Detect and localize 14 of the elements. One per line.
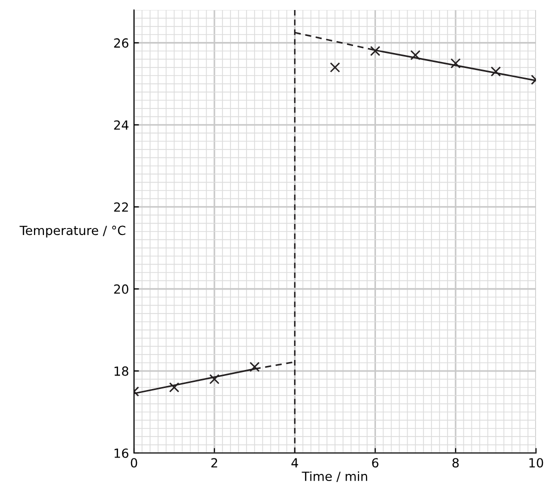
x-tick-label: 6	[372, 458, 378, 468]
y-axis-title: Temperature / °C	[20, 226, 126, 238]
x-tick-label: 8	[452, 458, 459, 468]
y-tick-label: 18	[114, 366, 128, 376]
y-tick-label: 26	[114, 38, 128, 48]
x-axis-title: Time / min	[302, 471, 368, 482]
x-tick-label: 10	[529, 458, 544, 468]
y-tick-label: 24	[114, 120, 128, 130]
y-tick-label: 22	[114, 202, 128, 212]
x-tick-label: 2	[211, 458, 218, 468]
x-tick-label: 0	[130, 458, 138, 468]
x-tick-label: 4	[291, 458, 298, 468]
y-tick-label: 16	[114, 448, 128, 458]
y-tick-label: 20	[114, 284, 128, 294]
